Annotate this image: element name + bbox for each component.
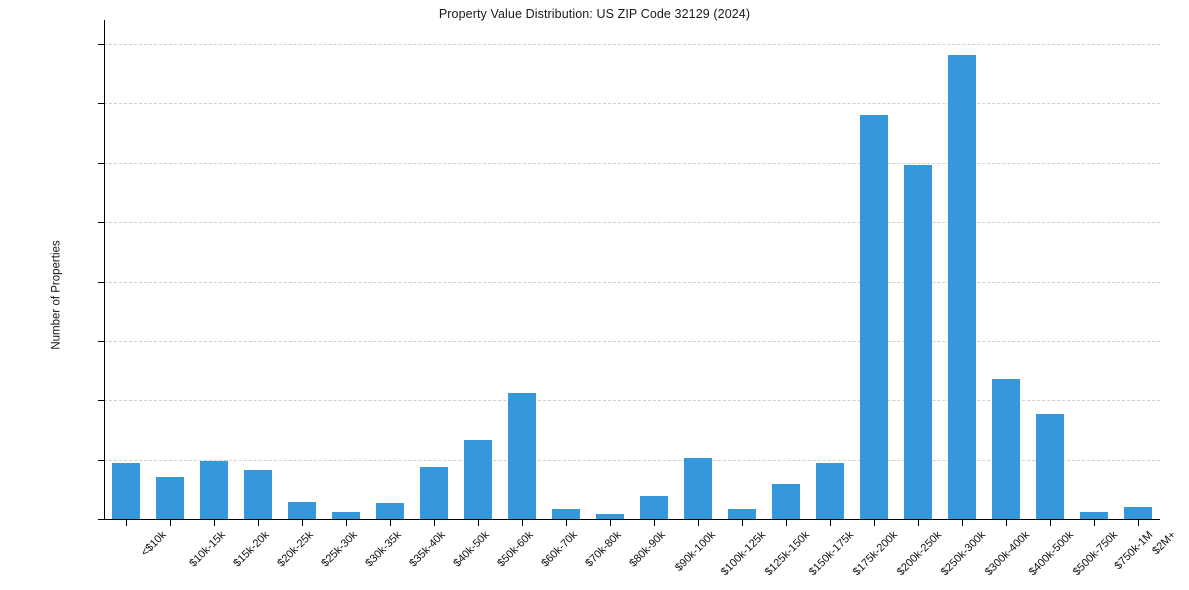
x-tick-label: $25k-30k xyxy=(319,529,360,570)
chart-title: Property Value Distribution: US ZIP Code… xyxy=(438,7,751,21)
x-tick-mark xyxy=(610,520,611,526)
bar[interactable] xyxy=(244,469,272,519)
x-tick-label: $40k-50k xyxy=(451,529,492,570)
bar[interactable] xyxy=(464,440,492,519)
x-tick-label: $125k-150k xyxy=(762,529,812,579)
x-tick-label: $60k-70k xyxy=(539,529,580,570)
y-tick-mark xyxy=(98,103,104,105)
x-tick-label: $200k-250k xyxy=(894,529,944,579)
y-tick-mark xyxy=(98,459,104,461)
bar[interactable] xyxy=(596,514,624,519)
bar[interactable] xyxy=(1036,414,1064,519)
x-tick-mark xyxy=(478,520,479,526)
bar[interactable] xyxy=(156,476,184,519)
x-tick-label: $20k-25k xyxy=(275,529,316,570)
x-axis-line xyxy=(104,519,1160,520)
gridline xyxy=(104,162,1160,164)
x-tick-label: $150k-175k xyxy=(806,529,856,579)
x-tick-label: $100k-125k xyxy=(718,529,768,579)
bar[interactable] xyxy=(992,378,1020,519)
x-tick-mark xyxy=(214,520,215,526)
bar[interactable] xyxy=(772,483,800,519)
x-tick-label: $500k-750k xyxy=(1070,529,1120,579)
bar[interactable] xyxy=(200,460,228,519)
y-tick-mark xyxy=(98,400,104,402)
x-tick-mark xyxy=(522,520,523,526)
x-tick-mark xyxy=(434,520,435,526)
x-tick-label: $70k-80k xyxy=(583,529,624,570)
x-tick-label: <$10k xyxy=(138,529,169,559)
bar[interactable] xyxy=(1124,506,1152,519)
y-tick-mark xyxy=(98,519,104,520)
x-tick-mark xyxy=(390,520,391,526)
bar[interactable] xyxy=(860,115,888,519)
x-tick-label: $50k-60k xyxy=(495,529,536,570)
x-tick-mark xyxy=(918,520,919,526)
y-axis-title: Number of Properties xyxy=(50,240,63,350)
gridline xyxy=(104,459,1160,461)
gridline xyxy=(104,340,1160,342)
x-tick-label: $30k-35k xyxy=(363,529,404,570)
x-tick-mark xyxy=(962,520,963,526)
gridline xyxy=(104,103,1160,105)
y-axis-line xyxy=(104,20,105,520)
x-tick-label: $2M+ xyxy=(1150,529,1179,558)
bar[interactable] xyxy=(728,508,756,519)
gridline xyxy=(104,281,1160,283)
x-tick-label: $80k-90k xyxy=(627,529,668,570)
x-tick-label: $10k-15k xyxy=(187,529,228,570)
gridline xyxy=(104,400,1160,402)
x-tick-mark xyxy=(742,520,743,526)
x-tick-mark xyxy=(786,520,787,526)
x-tick-label: $175k-200k xyxy=(850,529,900,579)
x-tick-label: $400k-500k xyxy=(1026,529,1076,579)
x-tick-mark xyxy=(830,520,831,526)
bar[interactable] xyxy=(948,54,976,519)
x-tick-label: $300k-400k xyxy=(982,529,1032,579)
x-tick-mark xyxy=(126,520,127,526)
bar[interactable] xyxy=(1080,512,1108,519)
bar[interactable] xyxy=(332,512,360,519)
x-tick-mark xyxy=(1138,520,1139,526)
x-tick-mark xyxy=(1094,520,1095,526)
gridline xyxy=(104,44,1160,45)
y-tick-mark xyxy=(98,44,104,45)
x-tick-mark xyxy=(654,520,655,526)
x-tick-mark xyxy=(170,520,171,526)
x-tick-mark xyxy=(346,520,347,526)
x-tick-label: $15k-20k xyxy=(231,529,272,570)
y-tick-mark xyxy=(98,162,104,164)
x-tick-mark xyxy=(1050,520,1051,526)
x-tick-mark xyxy=(258,520,259,526)
bar[interactable] xyxy=(816,463,844,519)
bar[interactable] xyxy=(376,502,404,519)
bar[interactable] xyxy=(640,495,668,519)
gridline xyxy=(104,222,1160,224)
bar[interactable] xyxy=(684,457,712,519)
bar[interactable] xyxy=(288,501,316,519)
bar[interactable] xyxy=(420,466,448,519)
bar[interactable] xyxy=(904,164,932,519)
x-tick-mark xyxy=(698,520,699,526)
bar[interactable] xyxy=(112,463,140,519)
x-tick-mark xyxy=(874,520,875,526)
y-tick-mark xyxy=(98,340,104,342)
x-tick-mark xyxy=(1006,520,1007,526)
y-tick-mark xyxy=(98,222,104,224)
x-tick-label: $35k-40k xyxy=(407,529,448,570)
x-tick-label: $250k-300k xyxy=(938,529,988,579)
bar[interactable] xyxy=(552,508,580,519)
x-tick-mark xyxy=(566,520,567,526)
y-tick-mark xyxy=(98,281,104,283)
x-tick-mark xyxy=(302,520,303,526)
x-tick-label: $90k-100k xyxy=(673,529,718,574)
bar[interactable] xyxy=(508,392,536,519)
bar-series xyxy=(104,44,1160,519)
plot-area xyxy=(104,44,1160,519)
